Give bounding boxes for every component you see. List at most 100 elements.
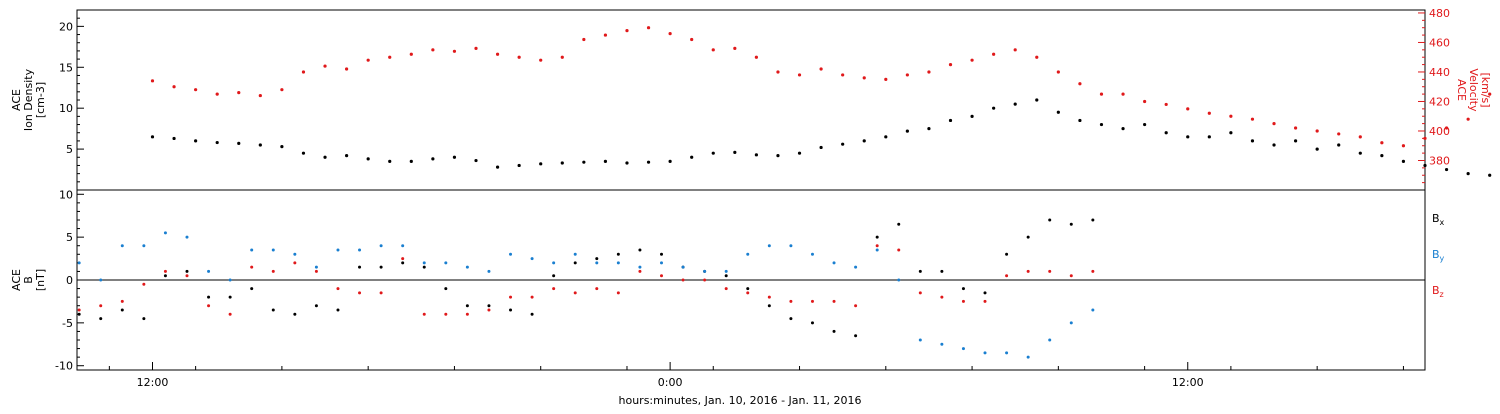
left-tick-label: -10 bbox=[55, 360, 73, 373]
point-bx bbox=[595, 257, 599, 261]
point-velocity bbox=[323, 64, 327, 68]
point-velocity bbox=[366, 58, 370, 62]
left-tick-label: 5 bbox=[66, 231, 73, 244]
point-by bbox=[1048, 338, 1052, 342]
point-velocity bbox=[280, 88, 284, 92]
point-bz bbox=[961, 299, 965, 303]
point-velocity bbox=[905, 73, 909, 77]
point-bx bbox=[810, 321, 814, 325]
point-ion-density bbox=[452, 155, 457, 159]
y-axis-title-right: Velocity bbox=[1467, 68, 1480, 112]
point-ion-density bbox=[927, 127, 931, 131]
right-tick-label: 420 bbox=[1429, 95, 1450, 108]
point-velocity bbox=[1423, 136, 1427, 140]
point-bx bbox=[401, 261, 405, 265]
x-tick-label: 12:00 bbox=[1172, 376, 1204, 389]
point-ion-density bbox=[841, 142, 845, 146]
point-ion-density bbox=[1250, 139, 1255, 143]
point-bx bbox=[422, 265, 426, 269]
point-by bbox=[99, 278, 103, 282]
point-by bbox=[465, 265, 469, 269]
point-bx bbox=[185, 269, 189, 273]
point-ion-density bbox=[431, 157, 435, 161]
point-velocity bbox=[754, 55, 758, 59]
point-by bbox=[703, 269, 707, 273]
point-by bbox=[228, 278, 232, 282]
point-bz bbox=[142, 282, 146, 286]
y-axis-title-left: [cm-3] bbox=[34, 82, 47, 118]
point-bx bbox=[250, 287, 254, 291]
point-bz bbox=[422, 312, 426, 316]
point-ion-density bbox=[754, 153, 758, 157]
point-bz bbox=[854, 304, 858, 308]
point-velocity bbox=[409, 52, 413, 56]
point-velocity bbox=[1143, 99, 1147, 104]
point-by bbox=[940, 342, 944, 346]
point-by bbox=[77, 261, 81, 265]
point-by bbox=[854, 265, 858, 269]
point-bz bbox=[530, 295, 534, 299]
point-ion-density bbox=[1423, 163, 1427, 168]
point-by bbox=[552, 261, 556, 265]
point-by bbox=[142, 244, 146, 248]
point-bz bbox=[746, 291, 750, 295]
point-by bbox=[961, 347, 965, 351]
point-bx bbox=[293, 312, 297, 316]
point-ion-density bbox=[905, 129, 909, 133]
point-bx bbox=[940, 269, 944, 273]
point-ion-density bbox=[474, 158, 478, 163]
point-velocity bbox=[841, 73, 845, 77]
point-by bbox=[983, 351, 987, 355]
point-ion-density bbox=[1337, 143, 1341, 147]
left-tick-label: 0 bbox=[66, 274, 73, 287]
point-bz bbox=[1091, 269, 1095, 273]
point-bz bbox=[552, 287, 556, 291]
point-velocity bbox=[1401, 144, 1406, 148]
point-ion-density bbox=[1401, 159, 1406, 163]
point-velocity bbox=[948, 62, 953, 67]
point-bz bbox=[810, 299, 814, 303]
point-ion-density bbox=[884, 135, 888, 139]
point-velocity bbox=[215, 92, 219, 96]
point-bx bbox=[465, 304, 469, 308]
point-by bbox=[163, 231, 167, 235]
point-by bbox=[832, 261, 836, 265]
y-axis-title-left: [nT] bbox=[34, 269, 47, 291]
point-velocity bbox=[625, 29, 629, 33]
y-axis-title-left: ACE bbox=[10, 269, 23, 291]
point-bz bbox=[897, 248, 901, 252]
left-tick-label: -5 bbox=[62, 317, 73, 330]
point-velocity bbox=[646, 26, 651, 30]
point-velocity bbox=[1272, 122, 1276, 126]
point-bz bbox=[379, 291, 383, 295]
legend-bz: Bz bbox=[1432, 284, 1444, 299]
point-by bbox=[271, 248, 275, 252]
point-velocity bbox=[172, 85, 176, 89]
legend-bx: Bx bbox=[1432, 212, 1445, 227]
point-bx bbox=[444, 287, 448, 291]
point-ion-density bbox=[323, 155, 327, 159]
point-by bbox=[595, 261, 599, 265]
point-bz bbox=[444, 312, 448, 316]
point-ion-density bbox=[280, 145, 284, 149]
point-ion-density bbox=[819, 145, 823, 150]
point-bz bbox=[767, 295, 771, 299]
point-bz bbox=[832, 299, 836, 303]
point-velocity bbox=[776, 70, 780, 74]
point-velocity bbox=[1380, 141, 1384, 145]
point-bx bbox=[207, 295, 211, 299]
point-ion-density bbox=[301, 151, 306, 155]
y-axis-title-right: ACE bbox=[1455, 79, 1468, 101]
point-ion-density bbox=[1358, 151, 1362, 155]
y-axis-title-left: B bbox=[22, 276, 35, 284]
point-bz bbox=[703, 278, 707, 282]
point-bx bbox=[77, 312, 81, 316]
point-ion-density bbox=[582, 160, 586, 164]
point-bx bbox=[659, 252, 663, 256]
point-bx bbox=[120, 308, 124, 312]
point-ion-density bbox=[733, 150, 737, 154]
point-bx bbox=[314, 304, 318, 308]
point-velocity bbox=[150, 79, 155, 83]
point-velocity bbox=[690, 37, 694, 42]
